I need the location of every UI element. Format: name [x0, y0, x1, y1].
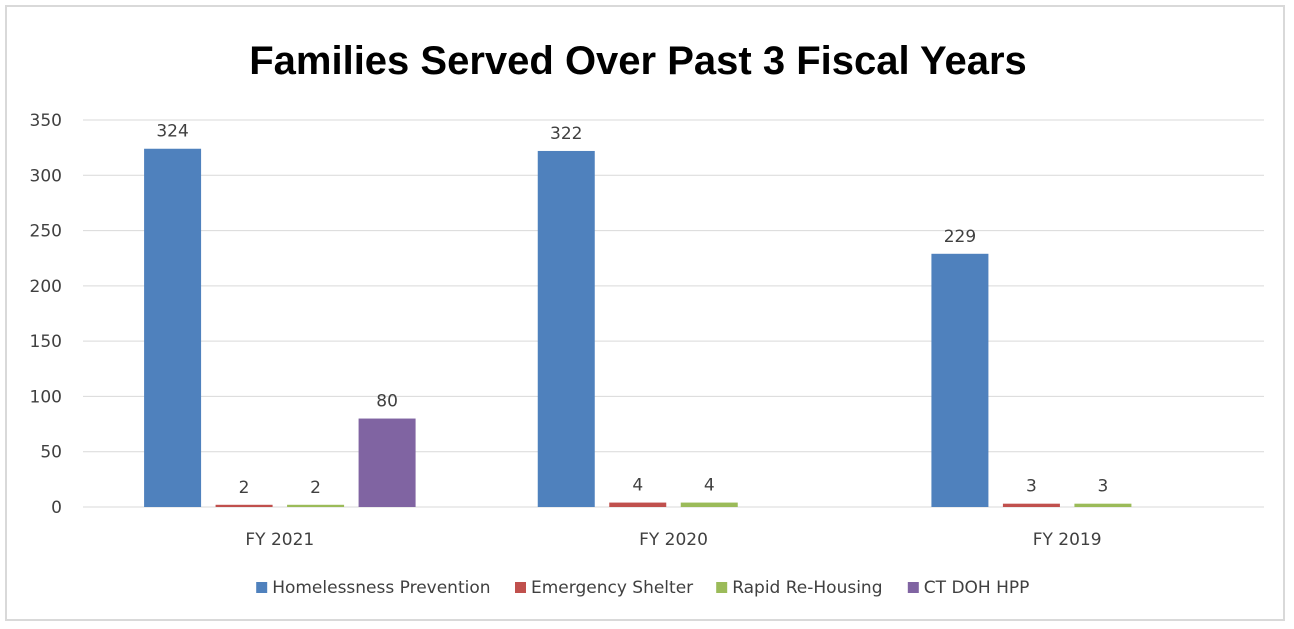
- y-tick-label: 250: [30, 222, 62, 242]
- bar: [1002, 503, 1060, 507]
- y-tick-label: 150: [30, 332, 62, 352]
- legend-label: Emergency Shelter: [531, 578, 693, 598]
- x-tick-label: FY 2019: [1033, 530, 1102, 550]
- y-tick-label: 50: [40, 443, 62, 463]
- data-label: 4: [704, 476, 715, 496]
- legend: Homelessness Prevention Emergency Shelter…: [256, 578, 1029, 598]
- bar: [215, 504, 273, 507]
- data-label: 2: [239, 478, 250, 498]
- x-tick-label: FY 2021: [245, 530, 314, 550]
- y-tick-label: 350: [30, 111, 62, 131]
- x-axis: FY 2021 FY 2020 FY 2019: [245, 530, 1101, 550]
- bar: [931, 253, 989, 507]
- data-label: 80: [376, 392, 398, 412]
- bar: [1074, 503, 1132, 507]
- data-label: 2: [310, 478, 321, 498]
- bar: [680, 502, 738, 507]
- legend-label: CT DOH HPP: [924, 578, 1030, 598]
- y-tick-label: 200: [30, 277, 62, 297]
- chart-frame: [5, 5, 1285, 621]
- legend-item: Homelessness Prevention: [256, 578, 491, 598]
- legend-swatch: [716, 582, 728, 593]
- bar: [537, 150, 595, 507]
- legend-swatch: [256, 582, 268, 593]
- data-label: 324: [156, 122, 188, 142]
- bar: [144, 148, 202, 507]
- y-tick-label: 300: [30, 166, 62, 186]
- legend-label: Homelessness Prevention: [272, 578, 490, 598]
- bar: [358, 418, 416, 507]
- y-tick-label: 100: [30, 387, 62, 407]
- y-axis: 0 50 100 150 200 250 300 350: [30, 111, 62, 518]
- legend-label: Rapid Re-Housing: [732, 578, 882, 598]
- data-labels: 324 2 2 80 322 4 4 229 3 3: [156, 122, 1108, 498]
- bars: [144, 148, 1132, 507]
- chart-title: Families Served Over Past 3 Fiscal Years: [249, 39, 1027, 83]
- bar: [287, 504, 345, 507]
- legend-item: CT DOH HPP: [907, 578, 1030, 598]
- legend-swatch: [515, 582, 526, 593]
- data-label: 3: [1098, 477, 1109, 497]
- bar: [609, 502, 667, 507]
- legend-swatch: [907, 582, 919, 593]
- legend-item: Rapid Re-Housing: [716, 578, 883, 598]
- data-label: 229: [944, 227, 976, 247]
- y-tick-label: 0: [51, 498, 62, 518]
- data-label: 4: [632, 476, 643, 496]
- gridlines: [83, 119, 1264, 508]
- data-label: 3: [1026, 477, 1037, 497]
- data-label: 322: [550, 124, 582, 144]
- legend-item: Emergency Shelter: [515, 578, 693, 598]
- x-tick-label: FY 2020: [639, 530, 708, 550]
